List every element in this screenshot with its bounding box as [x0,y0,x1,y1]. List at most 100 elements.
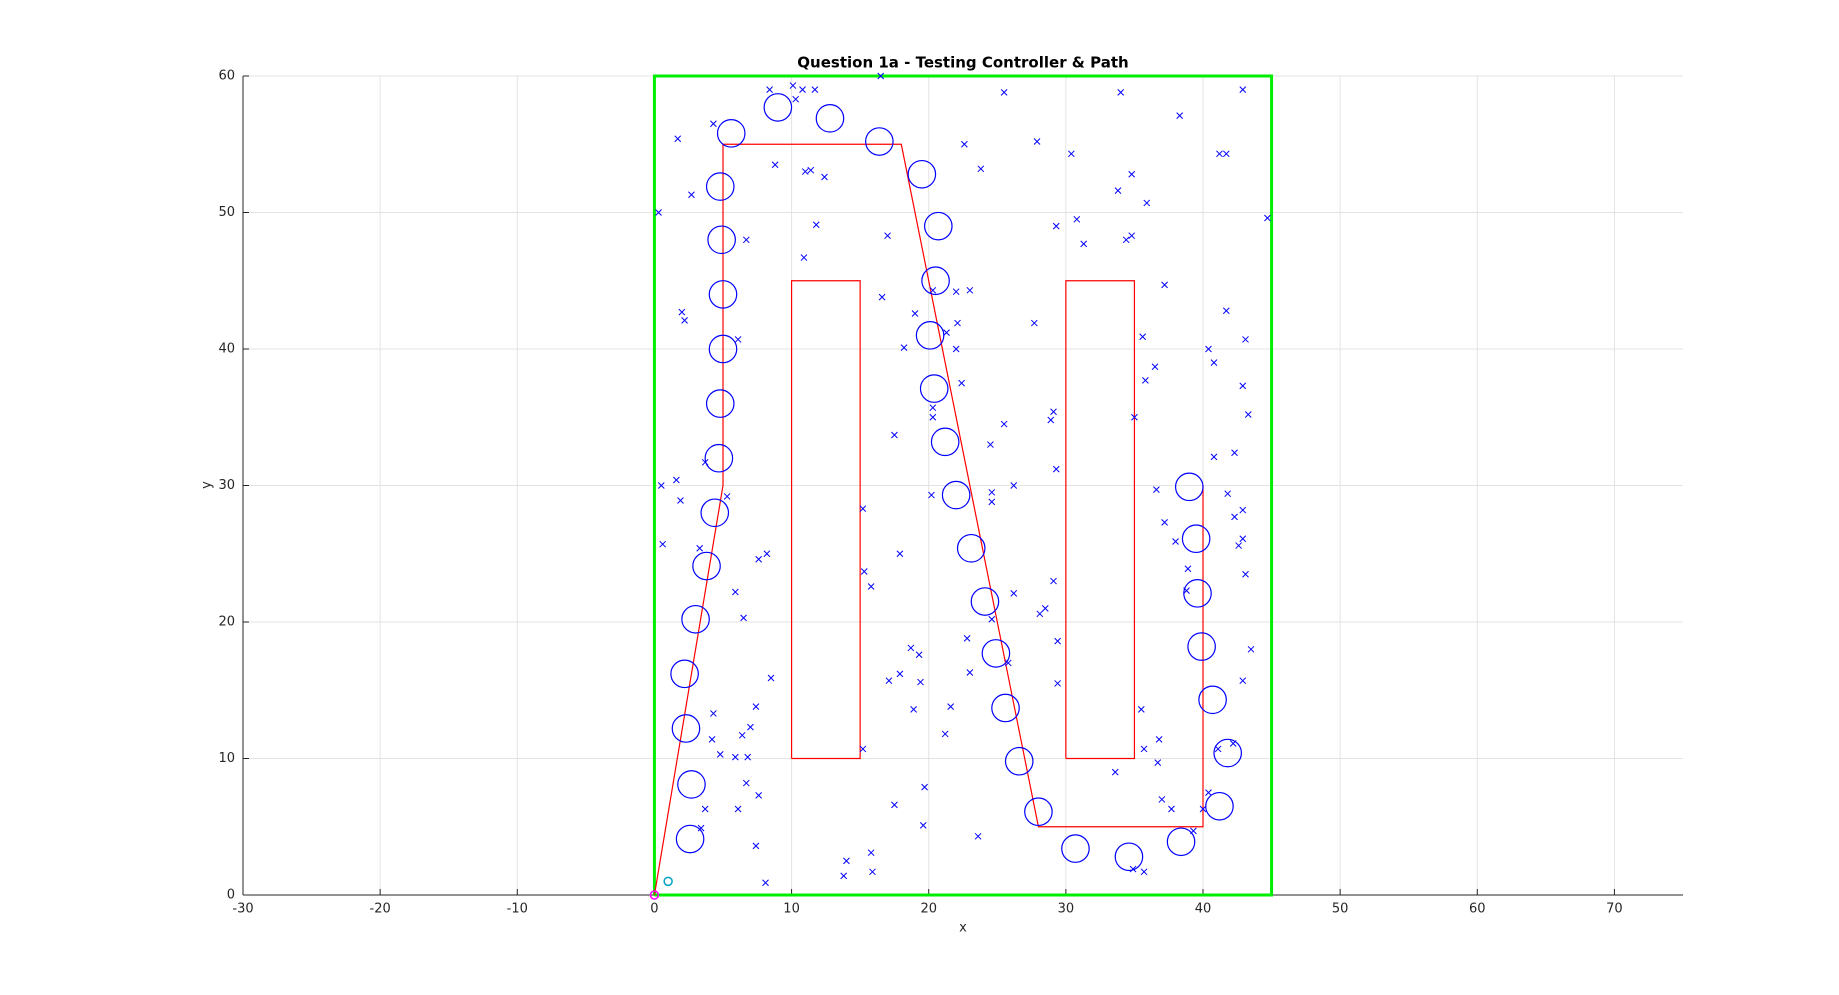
landmark [716,751,724,758]
landmark [1176,112,1184,119]
landmark [952,345,960,353]
landmark [1231,449,1238,457]
robot [708,334,738,364]
landmark [1205,789,1212,796]
landmark [1004,659,1012,667]
y-axis-label: y [200,481,215,489]
landmark [742,779,750,787]
landmark [943,329,950,336]
y-tick-label: 50 [218,205,235,220]
landmark [1222,307,1230,315]
robot [1004,746,1034,776]
landmark [911,310,919,317]
landmark [801,168,809,175]
landmark [752,842,760,850]
landmark [1222,150,1230,158]
landmark [988,615,996,623]
landmark [696,544,704,552]
landmark [974,832,982,840]
x-tick-label: -20 [370,902,391,917]
landmark [859,505,867,513]
landmark [1010,482,1018,489]
path-line [652,74,1274,897]
robot [1114,842,1144,872]
landmark [867,583,875,590]
robot [1181,524,1211,554]
landmark [891,431,898,439]
landmark [1216,150,1223,158]
landmark [1047,416,1055,424]
y-tick-label: 30 [218,478,235,493]
landmark [763,550,771,558]
robot [907,159,937,189]
robot [921,266,950,296]
landmark [1161,281,1168,289]
landmark [877,72,885,80]
landmark [1131,413,1138,421]
landmark [1239,86,1247,94]
landmark [1184,565,1192,573]
x-tick-label: 30 [1058,902,1075,917]
landmark [1041,604,1049,612]
landmark [1010,589,1018,597]
robot [923,211,953,241]
chart-title: Question 1a - Testing Controller & Path [797,54,1128,72]
landmark [1128,232,1136,240]
landmark [966,669,974,676]
landmark [891,801,898,809]
landmark [1080,240,1088,248]
landmark [744,753,752,761]
landmark [867,849,875,857]
landmark [740,614,747,622]
robot [1213,738,1243,768]
landmark [1158,796,1166,803]
robot [700,498,730,528]
landmark [915,651,923,659]
landmark [1111,768,1119,776]
landmark [1128,170,1136,178]
landmark [755,792,763,799]
robot [1166,827,1196,857]
landmark [859,745,867,753]
robot [677,770,706,799]
landmark [681,316,688,324]
robot [970,587,1000,616]
landmark [1172,538,1179,545]
landmark [710,120,717,128]
landmark [812,221,820,229]
landmark [917,678,924,686]
landmark [1000,89,1008,96]
robot [1183,579,1212,608]
landmark [767,674,775,682]
landmark [677,497,684,504]
x-tick-label: 70 [1606,902,1623,917]
landmark [811,86,819,94]
landmark [1224,490,1232,498]
path-line [790,280,861,760]
landmark [731,753,739,761]
x-tick-label: 60 [1469,902,1486,917]
landmark [688,191,695,199]
robot [956,533,986,563]
landmark [977,165,985,173]
landmark [1073,215,1081,223]
landmark [723,493,731,500]
landmark [792,95,800,103]
landmark [752,703,760,710]
landmark [919,822,927,829]
landmark [697,824,705,832]
landmark [701,805,709,813]
landmark [1036,610,1044,618]
y-tick-label: 40 [218,342,235,357]
landmark [1054,680,1061,687]
point [649,890,660,900]
landmark [731,588,739,596]
landmark [738,731,746,739]
landmark [799,86,806,94]
landmark [1231,513,1238,521]
landmark [885,677,893,685]
robot [815,104,845,133]
x-axis-label: x [959,921,967,936]
robot [930,427,960,457]
